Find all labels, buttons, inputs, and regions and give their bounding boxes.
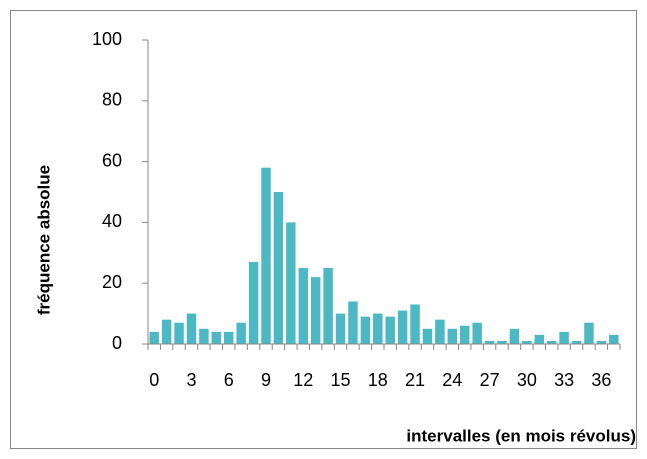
bar [571,340,582,344]
y-axis-title: fréquence absolue [34,165,53,315]
bar [224,331,234,344]
bar [447,328,458,344]
x-tick-label: 30 [517,370,537,390]
bar [534,334,544,344]
bar [174,322,184,344]
x-tick-label: 27 [480,370,500,390]
bar [161,319,172,344]
x-tick-label: 9 [261,370,271,390]
y-tick-label: 40 [102,211,122,231]
bar [310,277,321,344]
bar [186,313,197,344]
bar [286,222,296,344]
bar [199,328,209,344]
y-tick-label: 60 [102,150,122,170]
bar [596,340,607,344]
x-tick-label: 21 [405,370,425,390]
x-tick-label: 12 [293,370,313,390]
x-tick-label: 6 [224,370,234,390]
bar [236,322,246,344]
y-tick-label: 20 [102,272,122,292]
bar [261,167,271,344]
x-tick-label: 36 [591,370,611,390]
bar [360,316,371,344]
x-tick-label: 33 [554,370,574,390]
bar [584,322,594,344]
bar [410,304,420,344]
bar [273,192,284,344]
x-tick-label: 18 [368,370,388,390]
bar [397,310,408,344]
x-axis-title: intervalles (en mois révolus) [406,426,636,445]
bar [348,301,358,344]
bar [522,340,532,344]
y-tick-label: 80 [102,90,122,110]
chart-border [10,10,637,449]
bar [298,268,308,344]
y-tick-label: 0 [112,333,122,353]
bar [509,328,520,344]
bar [559,331,569,344]
x-tick-label: 3 [186,370,196,390]
bar [211,331,222,344]
x-tick-label: 0 [149,370,159,390]
bar [335,313,346,344]
bar [323,268,333,344]
bar [149,331,159,344]
bar [484,340,495,344]
bar [385,316,395,344]
bar [435,319,445,344]
bar [373,313,383,344]
bar [609,334,619,344]
bar [546,340,557,344]
bar [472,322,482,344]
y-tick-label: 100 [92,29,122,49]
bar [460,325,470,344]
bar [497,340,507,344]
bar [422,328,433,344]
x-tick-label: 24 [442,370,462,390]
bar [248,261,259,344]
x-tick-label: 15 [331,370,351,390]
